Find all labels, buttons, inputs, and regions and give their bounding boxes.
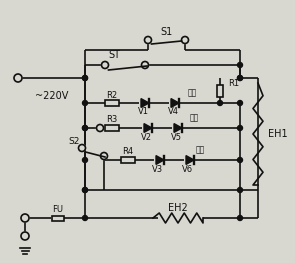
Text: EH1: EH1 bbox=[268, 129, 288, 139]
Text: 保温: 保温 bbox=[188, 89, 197, 98]
Circle shape bbox=[83, 188, 88, 193]
Circle shape bbox=[83, 125, 88, 130]
Circle shape bbox=[237, 158, 242, 163]
Text: V1: V1 bbox=[137, 108, 148, 117]
Circle shape bbox=[83, 125, 88, 130]
Circle shape bbox=[83, 188, 88, 193]
Bar bbox=[105, 100, 119, 106]
Circle shape bbox=[96, 124, 104, 132]
Polygon shape bbox=[171, 99, 179, 107]
Bar bbox=[217, 84, 223, 97]
Circle shape bbox=[237, 75, 242, 80]
Circle shape bbox=[217, 100, 222, 105]
Text: S2: S2 bbox=[68, 138, 80, 146]
Text: R3: R3 bbox=[106, 115, 118, 124]
Circle shape bbox=[101, 153, 107, 159]
Text: V6: V6 bbox=[182, 164, 194, 174]
Polygon shape bbox=[174, 124, 182, 132]
Text: V2: V2 bbox=[140, 133, 152, 141]
Circle shape bbox=[83, 215, 88, 220]
Text: EH2: EH2 bbox=[168, 203, 188, 213]
Circle shape bbox=[101, 62, 109, 68]
Text: 煮饭: 煮饭 bbox=[195, 145, 205, 154]
Circle shape bbox=[237, 215, 242, 220]
Text: ST: ST bbox=[108, 50, 120, 60]
Text: V4: V4 bbox=[168, 108, 178, 117]
Text: V5: V5 bbox=[171, 133, 181, 141]
Text: R2: R2 bbox=[106, 90, 118, 99]
Circle shape bbox=[83, 75, 88, 80]
Text: S1: S1 bbox=[160, 27, 173, 37]
Polygon shape bbox=[141, 99, 149, 107]
Circle shape bbox=[21, 214, 29, 222]
Bar bbox=[52, 215, 64, 220]
Circle shape bbox=[181, 37, 189, 43]
Text: R1: R1 bbox=[228, 78, 239, 88]
Text: FU: FU bbox=[53, 205, 63, 215]
Circle shape bbox=[21, 232, 29, 240]
Circle shape bbox=[142, 62, 148, 68]
Polygon shape bbox=[186, 156, 194, 164]
Circle shape bbox=[145, 37, 152, 43]
Circle shape bbox=[78, 144, 86, 151]
Bar bbox=[105, 125, 119, 131]
Circle shape bbox=[237, 188, 242, 193]
Circle shape bbox=[83, 75, 88, 80]
Polygon shape bbox=[144, 124, 152, 132]
Text: V3: V3 bbox=[153, 164, 163, 174]
Circle shape bbox=[237, 125, 242, 130]
Circle shape bbox=[83, 100, 88, 105]
Polygon shape bbox=[156, 156, 164, 164]
Circle shape bbox=[237, 63, 242, 68]
Circle shape bbox=[237, 100, 242, 105]
Text: R4: R4 bbox=[122, 148, 134, 156]
Circle shape bbox=[83, 158, 88, 163]
Circle shape bbox=[237, 75, 242, 80]
Text: 煌汤: 煌汤 bbox=[189, 114, 199, 123]
Circle shape bbox=[14, 74, 22, 82]
Bar bbox=[121, 157, 135, 163]
Text: ~220V: ~220V bbox=[35, 91, 68, 101]
